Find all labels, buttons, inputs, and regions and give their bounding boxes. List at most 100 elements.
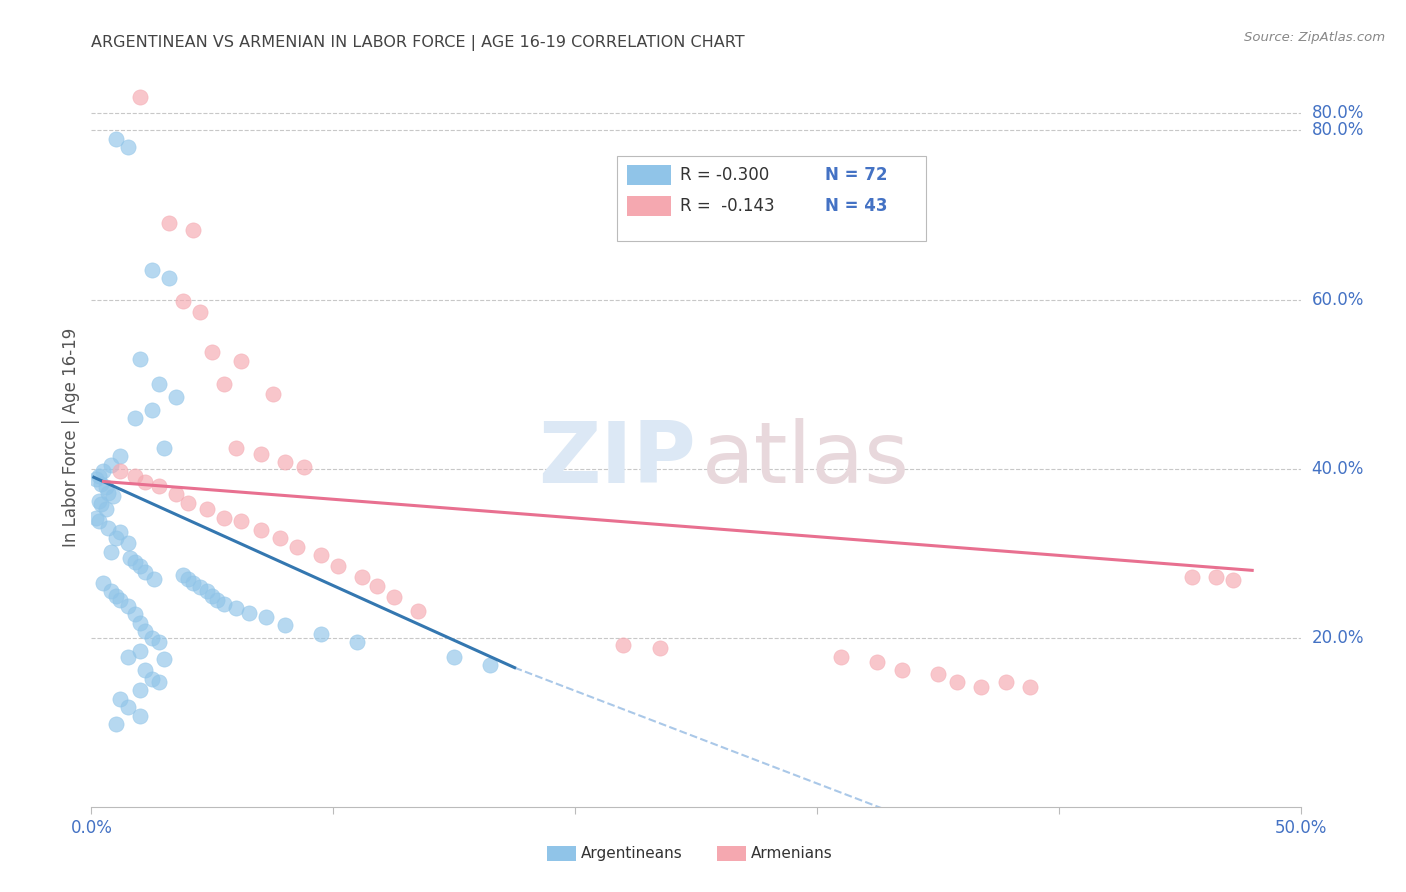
Point (1222, 574, 1244, 588)
Point (94, 502, 117, 516)
Point (117, 140, 139, 154)
Point (110, 692, 132, 706)
Text: 80.0%: 80.0% (1312, 121, 1364, 139)
Point (231, 353, 253, 368)
Point (214, 597, 236, 611)
Point (128, 644, 150, 658)
Point (124, 607, 146, 622)
Point (181, 576, 204, 591)
Point (177, 496, 200, 510)
Text: R =  -0.143: R = -0.143 (681, 197, 775, 215)
Point (238, 606, 260, 620)
Point (249, 446, 271, 460)
Point (104, 589, 127, 603)
Point (254, 610, 277, 624)
Text: 60.0%: 60.0% (1312, 291, 1364, 309)
Point (128, 351, 150, 366)
Point (274, 618, 297, 632)
Point (104, 717, 127, 731)
Point (94, 480, 117, 494)
Point (274, 455, 297, 469)
Point (93, 576, 115, 591)
FancyBboxPatch shape (627, 165, 671, 186)
Point (309, 627, 332, 641)
Point (249, 523, 271, 537)
Point (101, 489, 124, 503)
Point (612, 638, 634, 652)
Point (292, 460, 315, 475)
Point (225, 601, 247, 615)
Point (128, 89, 150, 103)
Point (104, 132, 127, 146)
Point (124, 468, 146, 483)
Text: Source: ZipAtlas.com: Source: ZipAtlas.com (1244, 31, 1385, 45)
Point (197, 584, 219, 599)
Point (87, 468, 110, 483)
Point (165, 390, 187, 404)
Point (890, 663, 912, 677)
Point (104, 531, 127, 545)
Point (148, 675, 170, 690)
Point (93, 463, 115, 477)
Point (120, 550, 142, 565)
Point (97, 521, 120, 535)
Point (382, 591, 405, 605)
Point (134, 624, 156, 639)
Point (100, 545, 122, 559)
Point (141, 402, 163, 417)
Text: 20.0%: 20.0% (1312, 629, 1364, 647)
FancyBboxPatch shape (717, 847, 745, 862)
Point (141, 263, 163, 277)
Point (214, 377, 236, 392)
Point (148, 635, 170, 649)
Point (326, 559, 349, 574)
Point (148, 479, 170, 493)
Point (141, 631, 163, 645)
Point (866, 655, 889, 669)
Point (172, 567, 194, 582)
Text: N = 72: N = 72 (825, 166, 887, 184)
Text: Argentineans: Argentineans (581, 846, 683, 861)
Point (1205, 570, 1227, 584)
Point (177, 572, 200, 586)
Text: N = 43: N = 43 (825, 197, 887, 215)
Point (117, 649, 139, 664)
Text: 80.0%: 80.0% (1312, 104, 1364, 122)
Point (128, 559, 150, 574)
Point (188, 580, 211, 594)
Point (134, 475, 156, 489)
Point (110, 463, 132, 477)
Point (1018, 680, 1040, 694)
Text: R = -0.300: R = -0.300 (681, 166, 769, 184)
Text: 40.0%: 40.0% (1312, 459, 1364, 478)
Point (128, 683, 150, 698)
Point (87, 494, 110, 508)
Point (309, 548, 332, 562)
Text: ARGENTINEAN VS ARMENIAN IN LABOR FORCE | AGE 16-19 CORRELATION CHART: ARGENTINEAN VS ARMENIAN IN LABOR FORCE |… (91, 36, 745, 52)
Point (117, 599, 139, 613)
Point (201, 345, 224, 359)
Point (352, 570, 374, 584)
Point (443, 649, 465, 664)
Point (153, 441, 176, 455)
Point (90, 497, 112, 511)
Point (970, 680, 993, 694)
Point (172, 294, 194, 309)
Point (214, 511, 236, 525)
Point (165, 487, 187, 501)
Point (110, 449, 132, 463)
Point (830, 649, 852, 664)
Point (406, 604, 429, 618)
Point (97, 485, 120, 500)
Point (157, 271, 180, 285)
Point (128, 615, 150, 630)
Point (128, 709, 150, 723)
Point (124, 555, 146, 569)
Point (648, 641, 671, 656)
Text: atlas: atlas (702, 417, 910, 500)
Point (366, 578, 388, 592)
Point (134, 565, 156, 579)
Text: ZIP: ZIP (538, 417, 696, 500)
Point (100, 584, 122, 599)
FancyBboxPatch shape (627, 195, 671, 217)
